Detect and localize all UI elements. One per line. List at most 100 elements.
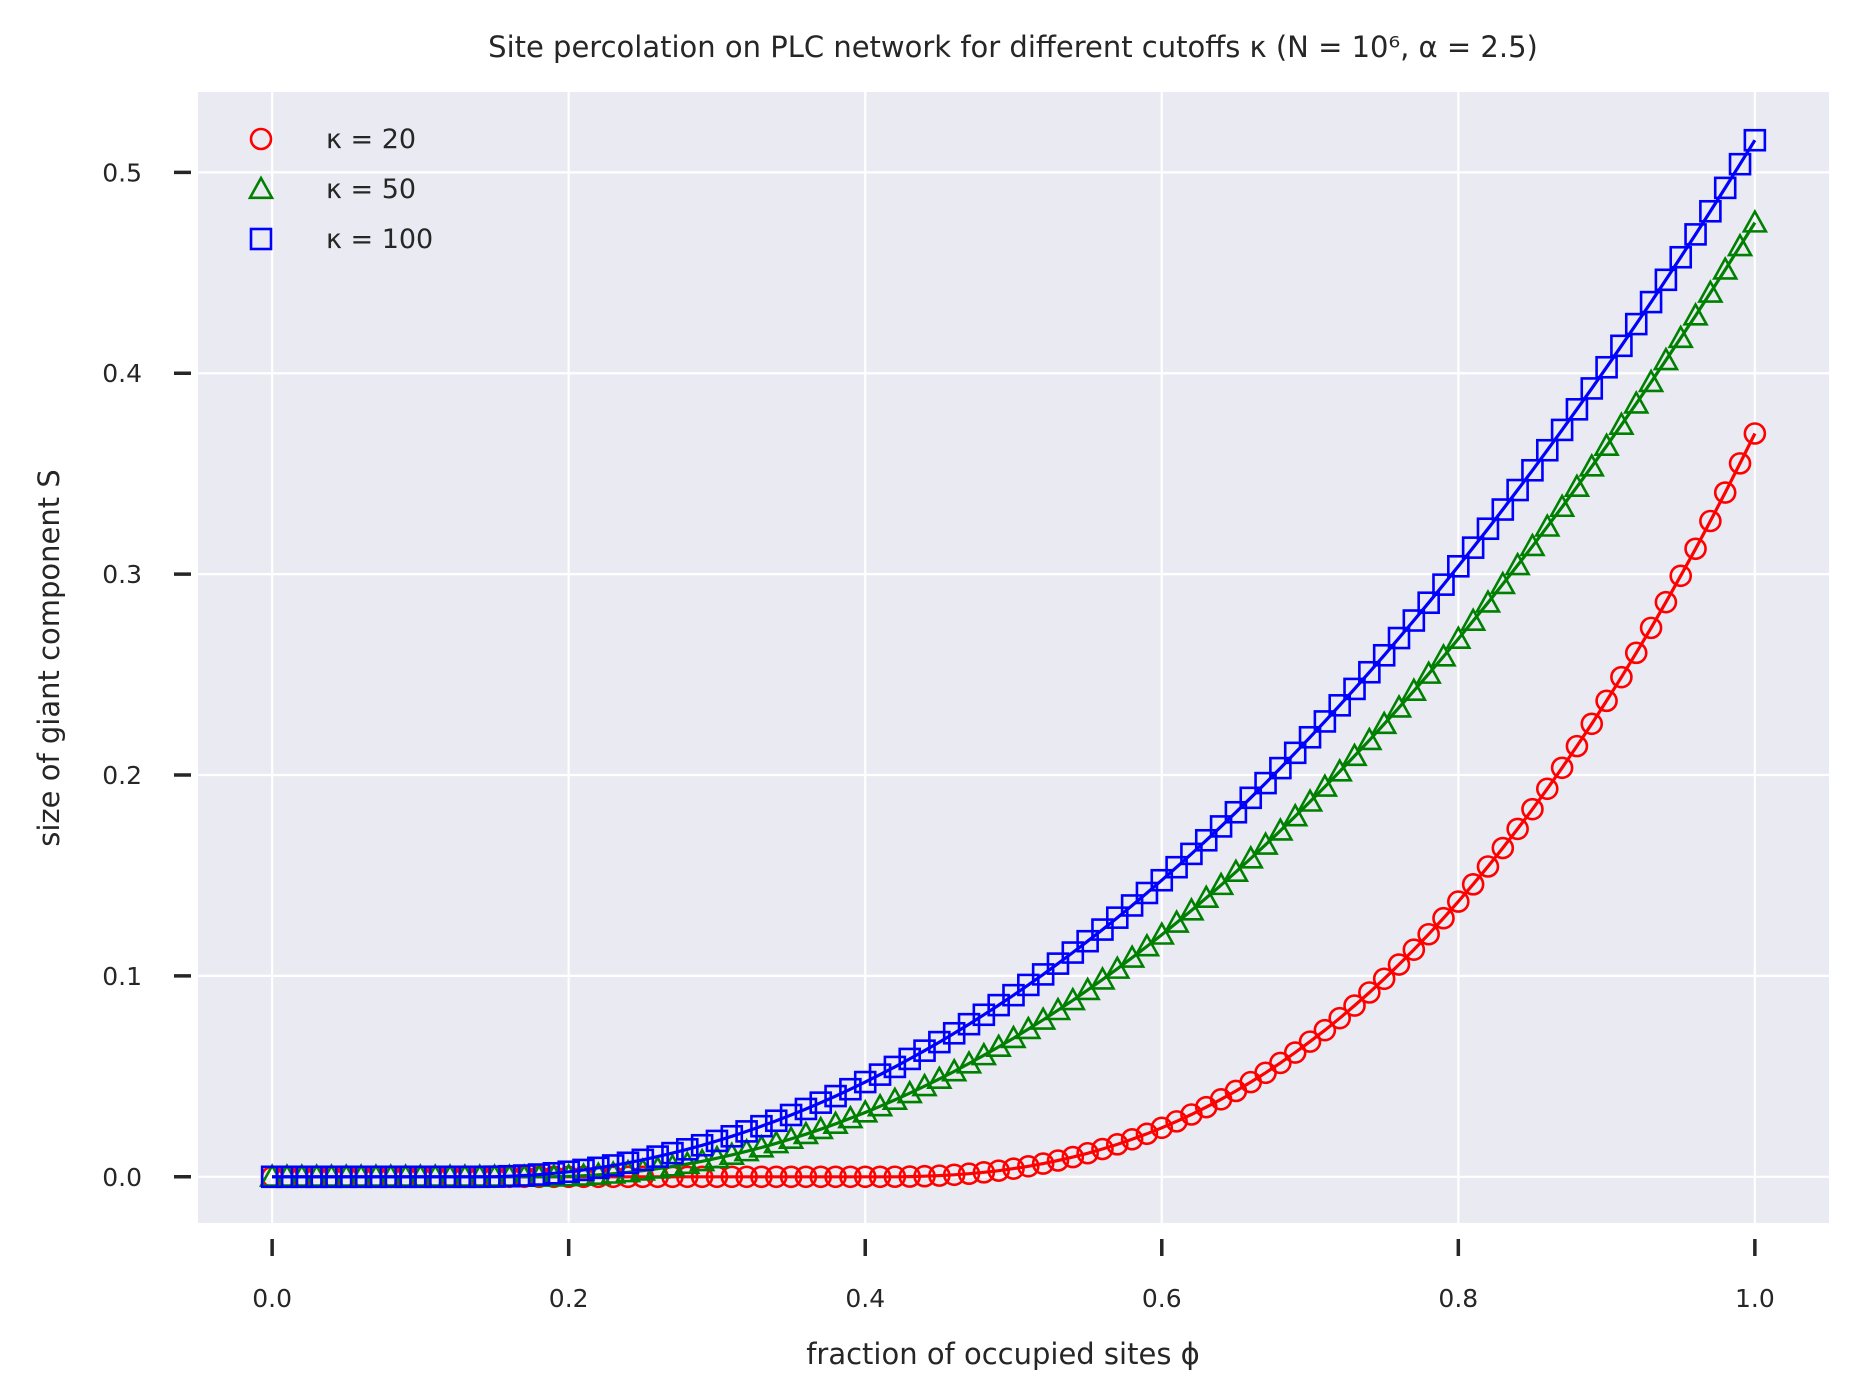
data-point (1135, 1122, 1159, 1146)
data-point (1506, 817, 1529, 841)
data-point (1610, 334, 1633, 358)
data-point (1654, 268, 1678, 292)
data-point (1358, 660, 1381, 684)
data-point (1447, 890, 1470, 913)
data-point (853, 1070, 877, 1094)
data-point (690, 1165, 714, 1189)
data-point (1343, 677, 1366, 701)
data-point (1476, 517, 1500, 541)
data-point (512, 1164, 536, 1187)
data-point (1165, 855, 1188, 879)
data-point (320, 1165, 343, 1189)
data-point (1637, 368, 1665, 393)
data-point (1150, 868, 1174, 892)
data-point (1298, 725, 1322, 749)
data-point (1595, 355, 1618, 379)
data-point (779, 1165, 803, 1189)
data-point (1120, 1127, 1144, 1151)
data-point (1682, 301, 1709, 326)
data-point (1521, 458, 1544, 482)
data-point (364, 1165, 388, 1189)
data-point (453, 1165, 477, 1189)
data-point (718, 1141, 745, 1166)
data-point (1699, 509, 1722, 533)
data-point (1669, 245, 1693, 269)
data-point (349, 1165, 373, 1189)
data-point (1402, 609, 1426, 632)
data-point (733, 1137, 760, 1162)
data-point (809, 1165, 833, 1189)
axis-ticks: 0.0 0.2 0.4 0.6 0.8 1.0 0.0 0.1 0.2 0.3 0.4 0.5 (102, 158, 1775, 1313)
data-point (1489, 570, 1517, 595)
data-point (1120, 894, 1144, 917)
data-point (1298, 1030, 1322, 1053)
data-point (1150, 1116, 1174, 1140)
data-point (661, 1141, 684, 1165)
plot-background (198, 92, 1829, 1223)
data-point (1209, 815, 1233, 838)
data-point (1652, 346, 1680, 371)
data-point (1180, 842, 1203, 866)
data-point (1504, 551, 1531, 576)
data-point (1741, 208, 1769, 233)
data-point (1595, 689, 1618, 713)
legend-marker (247, 175, 275, 200)
legend-item: κ = 50 (247, 174, 416, 205)
data-point (957, 1162, 981, 1186)
data-point (1163, 909, 1190, 933)
legend: κ = 20 κ = 50 κ = 100 (247, 124, 433, 255)
data-point (1417, 591, 1440, 615)
data-point (1326, 757, 1353, 782)
data-point (1474, 589, 1502, 613)
data-point (1402, 938, 1426, 961)
data-point (839, 1077, 862, 1101)
data-point (1684, 223, 1707, 246)
data-point (1387, 953, 1411, 976)
data-point (1713, 176, 1737, 200)
data-point (1002, 1157, 1025, 1180)
data-point (1224, 800, 1248, 824)
data-point (735, 1165, 758, 1189)
data-point (824, 1084, 847, 1108)
data-point (1610, 665, 1633, 689)
data-point (1237, 844, 1264, 869)
data-point (720, 1165, 744, 1189)
data-point (1608, 411, 1635, 436)
legend-marker (249, 127, 273, 151)
data-point (1461, 873, 1485, 896)
data-point (1415, 660, 1442, 684)
x-axis-label: fraction of occupied sites ϕ (806, 1337, 1200, 1371)
data-point (1491, 836, 1515, 860)
data-point (913, 1039, 936, 1062)
legend-label: κ = 20 (326, 124, 416, 155)
data-point (1521, 797, 1544, 821)
data-point (898, 1165, 922, 1188)
data-point (1506, 478, 1529, 502)
data-point (1713, 481, 1737, 504)
data-point (853, 1165, 877, 1189)
data-point (1728, 152, 1752, 176)
data-point (1283, 741, 1307, 765)
data-point (1091, 918, 1114, 941)
data-point (1370, 710, 1398, 735)
data-point (1580, 377, 1604, 400)
data-point (1432, 906, 1455, 930)
data-point (1578, 452, 1605, 477)
data-point (1105, 1133, 1129, 1156)
data-point (542, 1161, 566, 1185)
data-point (1061, 941, 1085, 964)
data-point (1387, 626, 1411, 650)
data-point (750, 1114, 773, 1138)
data-point (1091, 1137, 1114, 1161)
legend-item: κ = 100 (249, 224, 433, 255)
data-point (1328, 1006, 1351, 1030)
data-point (1313, 1018, 1337, 1042)
data-point (898, 1047, 922, 1071)
data-point (794, 1097, 818, 1121)
data-point (1105, 906, 1129, 929)
data-point (1550, 418, 1574, 442)
data-point (928, 1164, 951, 1187)
data-point (735, 1120, 758, 1143)
data-point (1476, 855, 1500, 878)
